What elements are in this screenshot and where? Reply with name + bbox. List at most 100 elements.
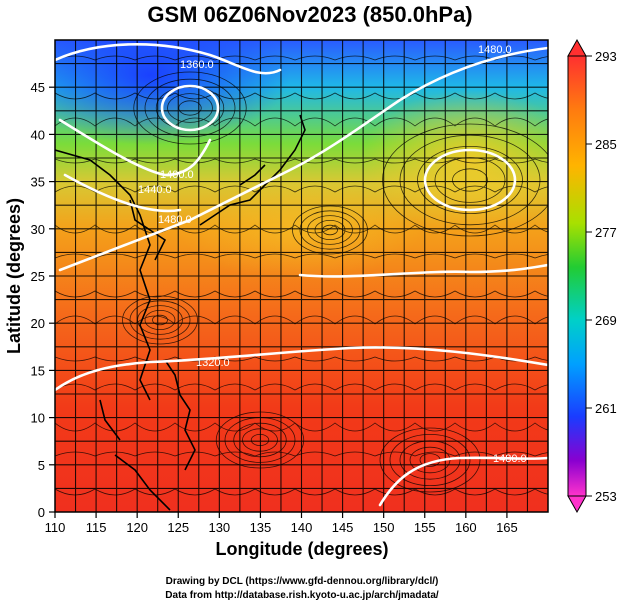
x-tick-label: 120: [126, 520, 148, 535]
lat-lon-grid: [55, 40, 548, 512]
streamline-loop: [434, 157, 506, 203]
colorbar-bottom-arrow: [567, 495, 587, 514]
x-axis-ticks: 110 115 120 125 130 135 140 145 150 155 160 165: [45, 512, 518, 535]
map-title: GSM 06Z06Nov2023 (850.0hPa): [147, 2, 472, 27]
y-axis-label: Latitude (degrees): [4, 198, 24, 354]
colorbar-tick-label: 285: [595, 137, 617, 152]
contour-1360-arc: [55, 43, 282, 75]
x-tick-label: 130: [208, 520, 230, 535]
x-tick-label: 125: [167, 520, 189, 535]
streamline-loop: [382, 123, 548, 237]
streamline-loop: [314, 219, 346, 240]
streamline-loop: [307, 215, 353, 245]
y-tick-label: 5: [38, 458, 45, 473]
colorbar-ticks: 293 285 277 269 261 253: [586, 49, 617, 504]
streamline-flow: [55, 158, 548, 164]
colorbar-tick-label: 253: [595, 489, 617, 504]
streamline-flow: [55, 185, 548, 193]
y-tick-label: 30: [31, 222, 45, 237]
y-tick-label: 0: [38, 505, 45, 520]
streamline-loop: [299, 210, 361, 250]
y-tick-label: 35: [31, 175, 45, 190]
contour-closed-low: [160, 84, 220, 132]
contour-1320-line: [55, 346, 548, 392]
colorbar: 293 285 277 269 261 253: [567, 38, 617, 514]
streamline-loop: [224, 417, 296, 463]
streamline-loop: [379, 427, 481, 493]
streamline-loop: [417, 145, 523, 214]
contour-label-4: 1440.0: [138, 184, 172, 196]
plot-area: 1360.0 1480.0 1400.0 1440.0 1480.0 1320.…: [55, 40, 548, 512]
streamline-loop: [152, 314, 168, 326]
contour-1440-arc: [63, 173, 182, 213]
streamline-flow: [55, 422, 548, 432]
contour-1480-main: [58, 46, 548, 272]
streamline-loop: [399, 134, 541, 226]
streamline-flow: [55, 488, 548, 496]
cold-core-northwest: [55, 40, 290, 145]
y-tick-label: 40: [31, 127, 45, 142]
streamline-loop: [144, 309, 176, 330]
streamline-flow: [55, 117, 548, 127]
streamline-loop: [122, 295, 198, 345]
colorbar-tick-label: 277: [595, 225, 617, 240]
streamline-loop: [322, 224, 338, 236]
streamline-loop: [242, 428, 278, 452]
contour-1480-low: [298, 263, 548, 278]
streamline-loop: [137, 305, 183, 335]
y-tick-label: 45: [31, 80, 45, 95]
contour-label-5: 1480.0: [158, 214, 192, 226]
contour-label-6: 1320.0: [196, 357, 230, 369]
credit-line-1: Drawing by DCL (https://www.gfd-dennou.o…: [166, 576, 439, 587]
contour-label-3: 1400.0: [160, 169, 194, 181]
streamline-loop: [399, 440, 461, 480]
contour-label-7: 1480.0: [493, 453, 527, 465]
credit-line-2: Data from http://database.rish.kyoto-u.a…: [165, 590, 439, 601]
streamline-loop: [389, 433, 471, 486]
streamline-flow: [55, 92, 548, 100]
y-tick-label: 10: [31, 411, 45, 426]
colorbar-top-arrow: [567, 38, 587, 57]
streamline-loop: [167, 93, 213, 123]
y-tick-label: 15: [31, 363, 45, 378]
y-tick-label: 25: [31, 269, 45, 284]
height-contours: [55, 43, 548, 507]
streamline-flow: [55, 383, 548, 391]
streamline-loop: [250, 433, 270, 446]
streamline-loop: [133, 71, 247, 145]
colorbar-tick-label: 269: [595, 313, 617, 328]
x-tick-label: 145: [332, 520, 354, 535]
streamline-flow: [55, 224, 548, 234]
streamline-loop: [233, 422, 287, 458]
x-tick-label: 160: [455, 520, 477, 535]
x-tick-label: 140: [291, 520, 313, 535]
x-tick-label: 150: [373, 520, 395, 535]
streamline-flow: [55, 451, 548, 457]
x-tick-label: 165: [496, 520, 518, 535]
colorbar-body: [567, 55, 587, 497]
x-tick-label: 155: [414, 520, 436, 535]
y-axis-ticks: 0 5 10 15 20 25 30 35 40 45: [31, 80, 55, 520]
contour-1400-arc: [58, 118, 212, 177]
streamline-loop: [129, 300, 191, 340]
contour-closed-high: [423, 148, 517, 212]
streamline-loop: [144, 78, 236, 138]
streamline-loop: [178, 100, 202, 116]
streamline-loop: [215, 411, 305, 469]
contour-label-2: 1480.0: [478, 44, 512, 56]
x-tick-label: 135: [250, 520, 272, 535]
contour-label-1: 1360.0: [180, 59, 214, 71]
streamline-loop: [452, 168, 488, 192]
streamline-flow: [55, 315, 548, 325]
y-tick-label: 20: [31, 316, 45, 331]
streamline-flow: [55, 253, 548, 259]
x-tick-label: 110: [45, 520, 66, 535]
streamline-flow: [55, 356, 548, 362]
wind-streamlines: [55, 55, 548, 496]
x-axis-label: Longitude (degrees): [215, 539, 388, 559]
streamline-flow: [55, 290, 548, 298]
colorbar-tick-label: 293: [595, 49, 617, 64]
colorbar-tick-label: 261: [595, 401, 617, 416]
x-tick-label: 115: [86, 520, 107, 535]
